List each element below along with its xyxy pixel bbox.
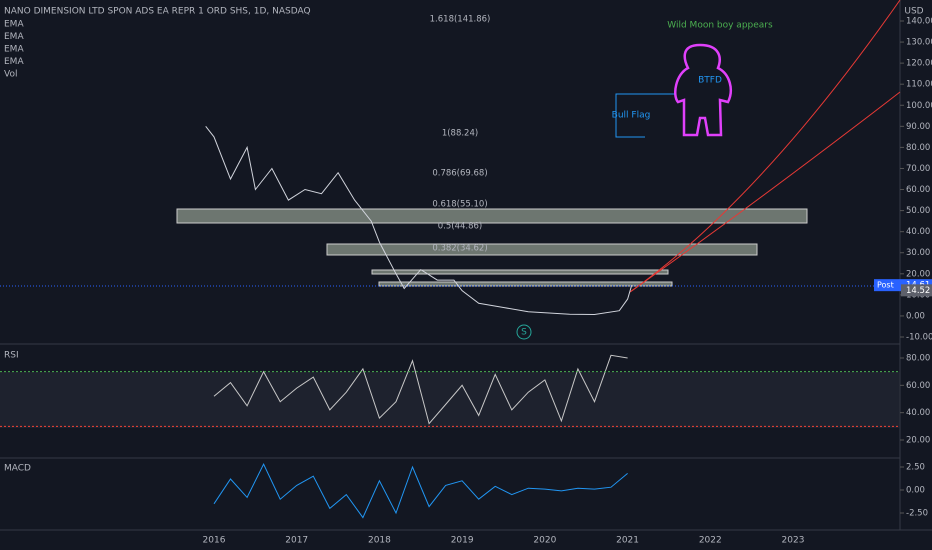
indicator-label: Vol bbox=[4, 70, 17, 80]
price-tag-value: 14.52 bbox=[906, 286, 930, 296]
y-tick-label: 30.00 bbox=[906, 248, 930, 258]
fib-label: 0.618(55.10) bbox=[432, 200, 487, 210]
indicator-label: EMA bbox=[4, 45, 24, 55]
macd-pane-line bbox=[213, 463, 628, 519]
currency: USD bbox=[904, 7, 923, 17]
y-tick-label: 50.00 bbox=[906, 206, 930, 216]
price-pane-line bbox=[205, 125, 633, 316]
symbol-title: NANO DIMENSION LTD SPON ADS EA REPR 1 OR… bbox=[4, 7, 311, 17]
y-tick-label: 130.00 bbox=[906, 38, 932, 48]
y-tick-label: 2.50 bbox=[906, 463, 925, 473]
y-tick-label: 100.00 bbox=[906, 101, 932, 111]
y-tick-label: 20.00 bbox=[906, 269, 930, 279]
x-tick-label: 2019 bbox=[451, 536, 474, 546]
pane-label: RSI bbox=[4, 351, 19, 361]
x-tick-label: 2016 bbox=[203, 536, 226, 546]
y-tick-label: 80.00 bbox=[906, 143, 930, 153]
y-tick-label: 0.00 bbox=[906, 486, 925, 496]
zone-box bbox=[326, 243, 758, 256]
annotation: BTFD bbox=[698, 76, 722, 86]
y-tick-label: 0.00 bbox=[906, 311, 925, 321]
y-tick-label: 20.00 bbox=[906, 436, 930, 446]
y-tick-label: 60.00 bbox=[906, 185, 930, 195]
y-tick-label: -10.00 bbox=[906, 333, 932, 343]
x-tick-label: 2020 bbox=[533, 536, 556, 546]
y-tick-label: 70.00 bbox=[906, 164, 930, 174]
zone-box bbox=[371, 269, 669, 275]
marker-label: S bbox=[521, 328, 527, 338]
rsi-pane-line bbox=[213, 354, 628, 425]
y-tick-label: 120.00 bbox=[906, 59, 932, 69]
indicator-label: EMA bbox=[4, 32, 24, 42]
x-tick-label: 2021 bbox=[616, 536, 639, 546]
fib-label: 0.786(69.68) bbox=[432, 169, 487, 179]
y-tick-label: 90.00 bbox=[906, 122, 930, 132]
trend-curve bbox=[629, 0, 901, 293]
indicator-label: EMA bbox=[4, 57, 24, 67]
price-tag bbox=[901, 284, 932, 297]
y-tick-label: 80.00 bbox=[906, 354, 930, 364]
x-tick-label: 2018 bbox=[368, 536, 391, 546]
fib-label: 0.382(34.62) bbox=[432, 244, 487, 254]
y-tick-label: -2.50 bbox=[906, 509, 928, 519]
indicator-label: EMA bbox=[4, 20, 24, 30]
astronaut-drawing bbox=[674, 43, 732, 137]
y-tick-label: 60.00 bbox=[906, 381, 930, 391]
annotation: Wild Moon boy appears bbox=[667, 21, 773, 31]
trend-curve bbox=[629, 91, 901, 293]
fib-label: 1.618(141.86) bbox=[430, 15, 491, 25]
price-tag-label: Post bbox=[877, 281, 894, 290]
y-tick-label: 140.00 bbox=[906, 17, 932, 27]
annotation: Bull Flag bbox=[612, 111, 651, 121]
zone-box bbox=[378, 281, 673, 287]
y-tick-label: 40.00 bbox=[906, 408, 930, 418]
fib-label: 0.5(44.86) bbox=[438, 222, 482, 232]
fib-label: 1(88.24) bbox=[442, 129, 478, 139]
x-tick-label: 2022 bbox=[699, 536, 722, 546]
pane-label: MACD bbox=[4, 464, 31, 474]
flag-shape bbox=[615, 93, 645, 138]
zone-box bbox=[176, 208, 808, 224]
signal-marker bbox=[516, 324, 532, 340]
x-tick-label: 2017 bbox=[285, 536, 308, 546]
x-tick-label: 2023 bbox=[782, 536, 805, 546]
y-tick-label: 40.00 bbox=[906, 227, 930, 237]
y-tick-label: 110.00 bbox=[906, 80, 932, 90]
